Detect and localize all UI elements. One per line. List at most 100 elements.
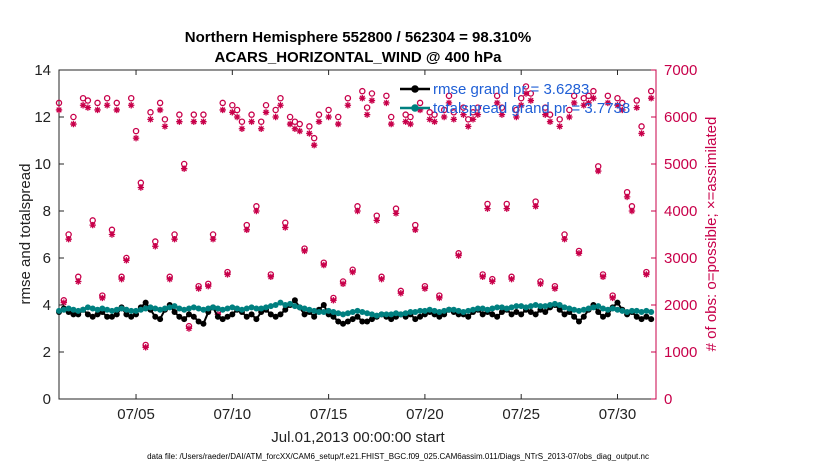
obs-assimilated-point — [561, 236, 568, 243]
totalspread-point — [383, 311, 390, 318]
totalspread-point — [243, 305, 250, 312]
obs-assimilated-point — [84, 104, 92, 111]
rmse-point — [479, 311, 486, 318]
totalspread-point — [494, 304, 501, 311]
obs-assimilated-point — [176, 118, 183, 125]
obs-assimilated-point — [397, 290, 405, 297]
y-tick-label: 6 — [43, 250, 51, 267]
obs-possible-point — [286, 113, 294, 121]
obs-possible-point — [647, 87, 655, 95]
obs-assimilated-point — [219, 106, 226, 114]
obs-assimilated-point — [262, 109, 270, 116]
obs-possible-point — [363, 104, 371, 111]
obs-assimilated-point — [286, 120, 294, 128]
obs-assimilated-point — [70, 120, 77, 128]
obs-assimilated-point — [267, 273, 275, 280]
rmse-point — [412, 316, 419, 323]
y-tick-label: 14 — [34, 62, 51, 79]
totalspread-point — [205, 305, 212, 312]
obs-assimilated-point — [542, 111, 549, 118]
obs-assimilated-point — [79, 102, 87, 109]
obs-possible-point — [156, 99, 164, 107]
axes: 07/05 07/10 07/15 07/20 07/25 07/30 0 2 4 6 8 10 12 1… — [34, 62, 697, 423]
totalspread-point — [547, 302, 554, 308]
y2-tick-label: 2000 — [664, 297, 697, 314]
totalspread-point — [75, 307, 82, 314]
totalspread-point — [108, 307, 115, 314]
obs-assimilated-point — [517, 102, 525, 109]
rmse-point — [638, 316, 645, 323]
obs-assimilated-point — [108, 231, 116, 238]
totalspread-point — [253, 305, 260, 312]
obs-assimilated-point — [407, 120, 414, 128]
totalspread-point — [537, 303, 544, 310]
totalspread-point — [417, 307, 424, 314]
obs-assimilated-point — [363, 111, 371, 118]
obs-assimilated-point — [566, 113, 573, 121]
y2-tick-label: 4000 — [664, 203, 697, 220]
obs-assimilated-point — [532, 203, 539, 210]
x-tick-label: 07/20 — [406, 406, 444, 423]
obs-assimilated-point — [412, 226, 419, 233]
obs-possible-point — [407, 113, 414, 121]
totalspread-point — [580, 306, 587, 313]
rmse-point — [291, 297, 298, 304]
totalspread-point — [498, 304, 505, 311]
totalspread-point — [643, 307, 650, 314]
obs-possible-point — [306, 123, 313, 130]
x-tick-label: 07/30 — [599, 406, 637, 423]
totalspread-point — [633, 307, 640, 314]
rmse-point — [248, 311, 255, 318]
rmse-point — [229, 311, 236, 318]
obs-assimilated-point — [330, 297, 337, 304]
totalspread-point — [542, 303, 549, 310]
obs-assimilated-point — [180, 165, 188, 172]
obs-assimilated-point — [628, 207, 636, 215]
totalspread-point — [157, 306, 164, 313]
rmse-point — [123, 311, 130, 318]
rmse-point — [181, 316, 188, 323]
rmse-point — [272, 313, 279, 320]
obs-assimilated-point — [320, 261, 327, 269]
obs-assimilated-point — [402, 118, 409, 125]
obs-assimilated-point — [647, 95, 655, 102]
rmse-point — [388, 316, 395, 323]
totalspread-point — [104, 306, 111, 313]
totalspread-point — [301, 305, 308, 312]
totalspread-point — [508, 304, 515, 311]
totalspread-point — [455, 307, 462, 314]
rmse-point — [70, 311, 77, 318]
rmse-point — [224, 313, 231, 320]
obs-possible-point — [277, 94, 284, 102]
obs-assimilated-point — [190, 118, 198, 125]
totalspread-point — [412, 309, 419, 316]
obs-possible-point — [344, 94, 352, 102]
x-tick-label: 07/15 — [310, 406, 348, 423]
totalspread-point — [344, 310, 351, 317]
obs-assimilated-point — [474, 111, 482, 118]
obs-possible-point — [84, 97, 92, 104]
y2-tick-label: 7000 — [664, 62, 697, 79]
obs-assimilated-point — [277, 102, 284, 109]
obs-possible-point — [570, 92, 578, 100]
totalspread-point — [214, 305, 221, 312]
obs-assimilated-point — [585, 99, 592, 107]
rmse-point — [359, 318, 366, 325]
totalspread-point — [628, 307, 635, 314]
obs-possible-point — [493, 92, 501, 100]
rmse-point — [157, 316, 164, 323]
obs-possible-point — [614, 94, 621, 102]
totalspread-point — [277, 299, 284, 306]
totalspread-point — [378, 311, 385, 318]
totalspread-point — [465, 307, 472, 314]
obs-possible-point — [513, 106, 520, 114]
obs-possible-point — [590, 87, 597, 95]
totalspread-point — [258, 305, 265, 312]
totalspread-point — [320, 309, 327, 316]
totalspread-point — [171, 303, 178, 310]
obs-possible-point — [431, 111, 438, 118]
totalspread-point — [291, 303, 298, 310]
obs-assimilated-point — [315, 118, 323, 125]
obs-possible-point — [70, 113, 77, 121]
obs-possible-point — [440, 106, 448, 114]
